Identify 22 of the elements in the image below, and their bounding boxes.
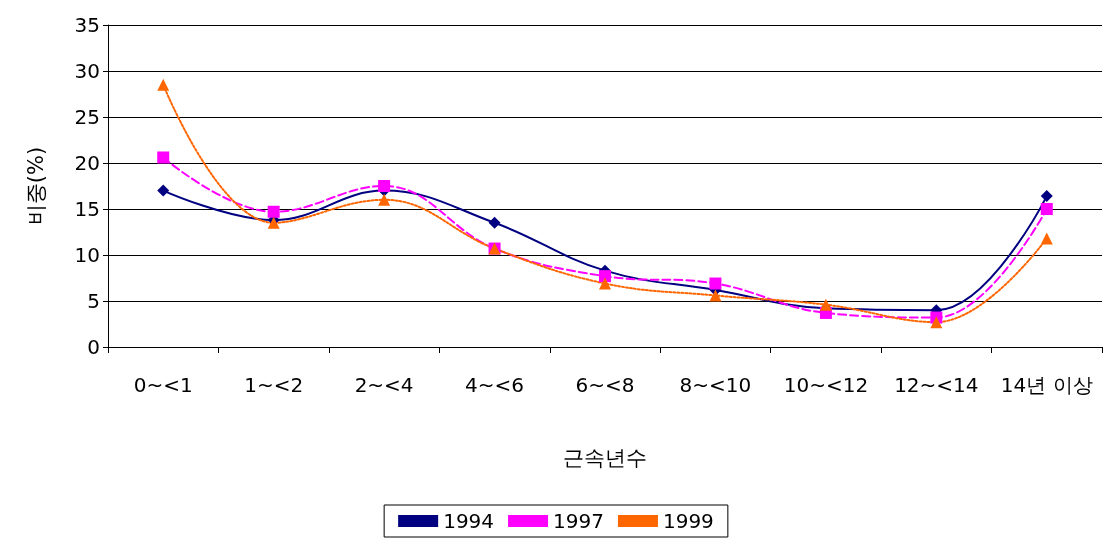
y-tick-label: 30 — [74, 59, 100, 83]
y-tick-label: 5 — [87, 289, 100, 313]
x-tick-label: 1~<2 — [244, 373, 304, 397]
x-tick-label: 2~<4 — [354, 373, 414, 397]
y-axis-title: 비중(%) — [23, 146, 48, 226]
y-tick-label: 0 — [87, 335, 100, 359]
x-tick-label: 4~<6 — [465, 373, 525, 397]
x-tick-label: 0~<1 — [133, 373, 193, 397]
x-axis-title: 근속년수 — [563, 445, 647, 470]
legend-label: 1997 — [553, 509, 604, 533]
x-tick-label: 6~<8 — [575, 373, 635, 397]
legend-label: 1999 — [662, 509, 714, 533]
y-tick-label: 10 — [74, 243, 100, 267]
x-tick-label: 10~<12 — [783, 373, 869, 397]
y-tick-label: 35 — [74, 13, 100, 37]
y-tick-label: 20 — [74, 151, 100, 175]
legend-label: 1994 — [443, 509, 495, 533]
x-tick-label: 8~<10 — [679, 373, 752, 397]
y-tick-label: 25 — [74, 105, 100, 129]
y-tick-label: 15 — [74, 197, 100, 221]
x-tick-label: 14년 이상 — [1000, 373, 1093, 397]
x-tick-label: 12~<14 — [894, 373, 979, 397]
